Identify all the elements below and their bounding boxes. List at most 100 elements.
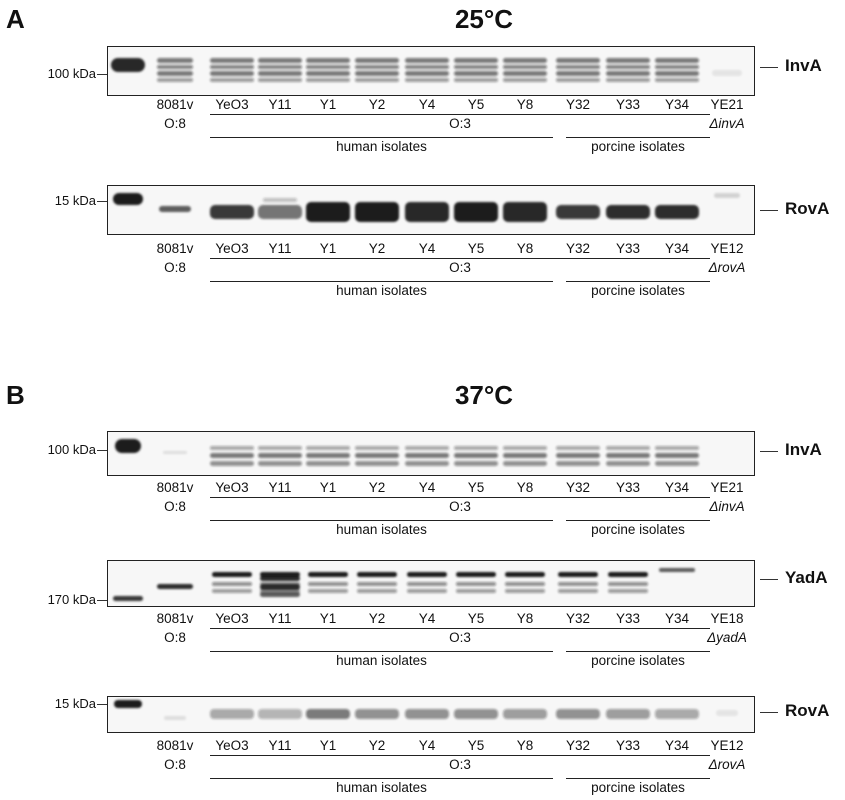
lane-label: Y4 — [418, 480, 436, 495]
band — [454, 65, 498, 69]
lane-label: Y5 — [467, 241, 485, 256]
lane-label: Y2 — [368, 97, 386, 112]
lane-label: YeO3 — [215, 241, 249, 256]
band — [210, 71, 254, 76]
band — [454, 202, 498, 222]
lane-label: Y34 — [664, 611, 690, 626]
band — [655, 71, 699, 76]
band — [355, 71, 399, 76]
band — [260, 584, 300, 590]
lane-label: Y11 — [268, 738, 292, 753]
band — [454, 58, 498, 63]
band — [212, 589, 252, 593]
lane-label: Y33 — [615, 241, 641, 256]
lane-label: YE12 — [710, 241, 744, 256]
group-rule — [210, 755, 710, 756]
band — [456, 582, 496, 586]
mutant-label: ΔrovA — [708, 757, 746, 772]
mw-marker: 15 kDa — [54, 193, 96, 208]
band — [405, 202, 449, 222]
lane-label: YeO3 — [215, 611, 249, 626]
porcine-isolates-label: porcine isolates — [591, 139, 685, 154]
mw-tick — [97, 600, 107, 601]
human-rule — [210, 778, 553, 779]
band — [113, 596, 143, 601]
band — [157, 78, 193, 82]
lane-label: Y11 — [268, 480, 292, 495]
porcine-rule — [566, 137, 710, 138]
band — [210, 78, 254, 82]
band — [407, 582, 447, 586]
band — [210, 58, 254, 63]
target-label: InvA — [785, 56, 822, 75]
porcine-isolates-label: porcine isolates — [591, 522, 685, 537]
band — [355, 58, 399, 63]
band — [606, 58, 650, 63]
band — [263, 198, 297, 202]
band — [454, 78, 498, 82]
band — [556, 453, 600, 458]
mw-tick — [97, 450, 107, 451]
band — [454, 71, 498, 76]
band — [556, 446, 600, 450]
western-blot-a-rova — [107, 185, 755, 235]
porcine-rule — [566, 651, 710, 652]
lane-label: 8081v — [156, 480, 194, 495]
lane-label: Y4 — [418, 611, 436, 626]
band — [503, 65, 547, 69]
band — [260, 592, 300, 597]
lane-label: Y8 — [516, 738, 534, 753]
lane-label: Y32 — [565, 97, 591, 112]
serotype-group-label: O:3 — [449, 630, 471, 645]
human-rule — [210, 281, 553, 282]
lane-label: Y34 — [664, 241, 690, 256]
lane-label: Y1 — [319, 241, 337, 256]
band — [258, 453, 302, 458]
mutant-label: ΔrovA — [708, 260, 746, 275]
band — [503, 71, 547, 76]
temperature-label-a: 25°C — [454, 4, 514, 34]
band — [260, 572, 300, 577]
lane-label: Y2 — [368, 480, 386, 495]
band — [503, 461, 547, 466]
western-blot-b-rova — [107, 696, 755, 733]
band — [556, 58, 600, 63]
band — [558, 572, 598, 577]
band — [606, 461, 650, 466]
serotype-label: O:8 — [164, 260, 186, 275]
serotype-label: O:8 — [164, 630, 186, 645]
band — [258, 78, 302, 82]
mutant-label: ΔinvA — [709, 116, 745, 131]
band — [405, 65, 449, 69]
band — [210, 461, 254, 466]
band — [608, 582, 648, 586]
lane-label: YeO3 — [215, 97, 249, 112]
lane-label: YeO3 — [215, 480, 249, 495]
lane-label: YE12 — [710, 738, 744, 753]
group-rule — [210, 114, 710, 115]
lane-label: 8081v — [156, 97, 194, 112]
serotype-label: O:8 — [164, 499, 186, 514]
band — [454, 453, 498, 458]
lane-label: Y32 — [565, 611, 591, 626]
band — [714, 193, 740, 198]
panel-letter-a: A — [6, 4, 25, 34]
lane-label: Y34 — [664, 480, 690, 495]
band — [655, 709, 699, 719]
mw-marker: 15 kDa — [54, 696, 96, 711]
lane-label: Y34 — [664, 97, 690, 112]
band — [355, 65, 399, 69]
human-rule — [210, 137, 553, 138]
band — [505, 572, 545, 577]
lane-label: Y2 — [368, 738, 386, 753]
band — [157, 65, 193, 69]
band — [606, 65, 650, 69]
band — [258, 65, 302, 69]
band — [113, 193, 143, 205]
band — [405, 58, 449, 63]
band — [606, 446, 650, 450]
lane-label: Y5 — [467, 97, 485, 112]
lane-label: Y4 — [418, 97, 436, 112]
lane-label: Y4 — [418, 241, 436, 256]
lane-label: 8081v — [156, 241, 194, 256]
